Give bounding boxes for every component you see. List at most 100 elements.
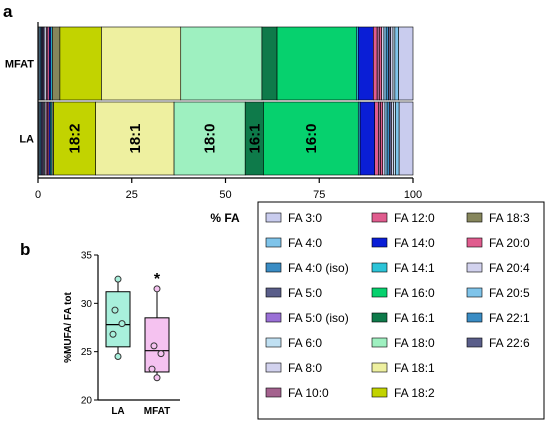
bar-segment-mfat xyxy=(373,26,378,101)
legend-label: FA 3:0 xyxy=(288,211,322,225)
box-plot-chart: 20 25 30 35 %MUFA/ FA tot LA MFAT * xyxy=(63,251,180,417)
data-point xyxy=(148,365,156,373)
bar-segment-mfat xyxy=(379,26,382,101)
legend-label: FA 6:0 xyxy=(288,336,322,350)
legend-label: FA 5:0 xyxy=(288,286,322,300)
box-y-tick-label: 20 xyxy=(81,396,93,407)
panel-a-label: a xyxy=(3,2,13,21)
bar-segment-la xyxy=(384,101,388,176)
data-point xyxy=(157,350,165,358)
box-la xyxy=(105,291,131,348)
bar-segment-la xyxy=(388,101,392,176)
bar-segment-la xyxy=(95,101,175,176)
legend-swatch xyxy=(371,387,388,398)
category-label: LA xyxy=(19,134,34,146)
bar-segment-la xyxy=(382,101,386,176)
bar-segment-mfat xyxy=(383,26,387,101)
legend-label: FA 18:3 xyxy=(489,211,530,225)
segment-label: 18:2 xyxy=(67,123,84,153)
x-axis: 0 25 50 75 100 xyxy=(35,22,422,201)
legend-swatch xyxy=(265,212,282,223)
stacked-bars: MFAT LA xyxy=(5,26,414,176)
legend-swatch xyxy=(466,262,483,273)
legend-swatch xyxy=(371,287,388,298)
bar-segment-la xyxy=(378,101,381,176)
legend-label: FA 8:0 xyxy=(288,361,322,375)
bar-segment-mfat xyxy=(52,26,61,101)
bar-segment-mfat xyxy=(388,26,392,101)
segment-labels: 18:2 18:1 18:0 16:1 16:0 xyxy=(67,123,320,153)
bar-segment-mfat xyxy=(261,26,278,101)
x-tick-label: 50 xyxy=(219,189,231,201)
legend-label: FA 18:2 xyxy=(394,386,435,400)
legend-swatch xyxy=(466,212,483,223)
bar-segment-la xyxy=(263,101,359,176)
legend-label: FA 22:1 xyxy=(489,311,530,325)
segment-label: 18:1 xyxy=(127,123,144,153)
legend-swatch xyxy=(265,362,282,373)
box-y-axis-title: %MUFA/ FA tot xyxy=(63,291,74,362)
bar-segment-mfat xyxy=(376,26,380,101)
legend: FA 3:0 FA 4:0 FA 4:0 (iso) FA 5:0 FA 5:0 (is… xyxy=(257,201,545,420)
bar-segment-la xyxy=(374,101,379,176)
box-category-label: LA xyxy=(111,406,124,417)
bar-segment-la xyxy=(386,101,390,176)
legend-label: FA 14:0 xyxy=(394,236,435,250)
legend-label: FA 20:5 xyxy=(489,286,530,300)
legend-swatch xyxy=(466,337,483,348)
data-point xyxy=(111,306,119,314)
segment-label: 16:1 xyxy=(246,123,263,153)
x-tick-label: 25 xyxy=(126,189,138,201)
legend-swatch xyxy=(466,237,483,248)
stacked-bar-chart: MFAT LA 18:2 18:1 18:0 16:1 16:0 0 25 50 75 100 %… xyxy=(5,22,422,225)
bar-segment-mfat xyxy=(180,26,263,101)
x-tick-label: 0 xyxy=(35,189,41,201)
legend-label: FA 12:0 xyxy=(394,211,435,225)
legend-label: FA 4:0 (iso) xyxy=(288,261,349,275)
legend-swatch xyxy=(371,337,388,348)
bar-segment-la xyxy=(391,101,394,176)
x-axis-title: % FA xyxy=(210,211,240,225)
bar-segment-la xyxy=(380,101,384,176)
legend-label: FA 18:0 xyxy=(394,336,435,350)
legend-label: FA 5:0 (iso) xyxy=(288,311,349,325)
legend-swatch xyxy=(265,337,282,348)
bar-segment-la xyxy=(53,101,96,176)
bar-segment-mfat xyxy=(398,26,414,101)
data-point xyxy=(109,330,117,338)
legend-label: FA 4:0 xyxy=(288,236,322,250)
box-y-tick-label: 25 xyxy=(81,347,93,358)
category-label: MFAT xyxy=(5,59,34,71)
legend-swatch xyxy=(265,312,282,323)
x-tick-label: 100 xyxy=(404,189,422,201)
bar-segment-mfat xyxy=(394,26,399,101)
data-point xyxy=(114,275,122,283)
legend-swatch xyxy=(371,262,388,273)
legend-label: FA 16:0 xyxy=(394,286,435,300)
data-point xyxy=(153,285,161,293)
box-mfat xyxy=(144,317,170,373)
box-y-tick-label: 30 xyxy=(81,299,93,310)
legend-label: FA 22:6 xyxy=(489,336,530,350)
legend-label: FA 14:1 xyxy=(394,261,435,275)
bar-segment-mfat xyxy=(390,26,394,101)
bar-segment-mfat xyxy=(357,26,374,101)
bar-segment-la xyxy=(359,101,375,176)
legend-label: FA 20:0 xyxy=(489,236,530,250)
legend-swatch xyxy=(265,387,282,398)
data-point xyxy=(150,342,158,350)
bar-segment-mfat xyxy=(59,26,102,101)
bar-segment-la xyxy=(173,101,246,176)
legend-frame xyxy=(257,201,545,420)
bar-segment-mfat xyxy=(276,26,357,101)
box-y-tick-label: 35 xyxy=(81,251,93,262)
significance-star: * xyxy=(154,271,161,288)
segment-label: 16:0 xyxy=(303,123,320,153)
legend-label: FA 20:4 xyxy=(489,261,530,275)
legend-swatch xyxy=(265,287,282,298)
legend-label: FA 18:1 xyxy=(394,361,435,375)
legend-swatch xyxy=(466,287,483,298)
data-point xyxy=(114,353,122,360)
panel-b-label: b xyxy=(20,240,30,259)
